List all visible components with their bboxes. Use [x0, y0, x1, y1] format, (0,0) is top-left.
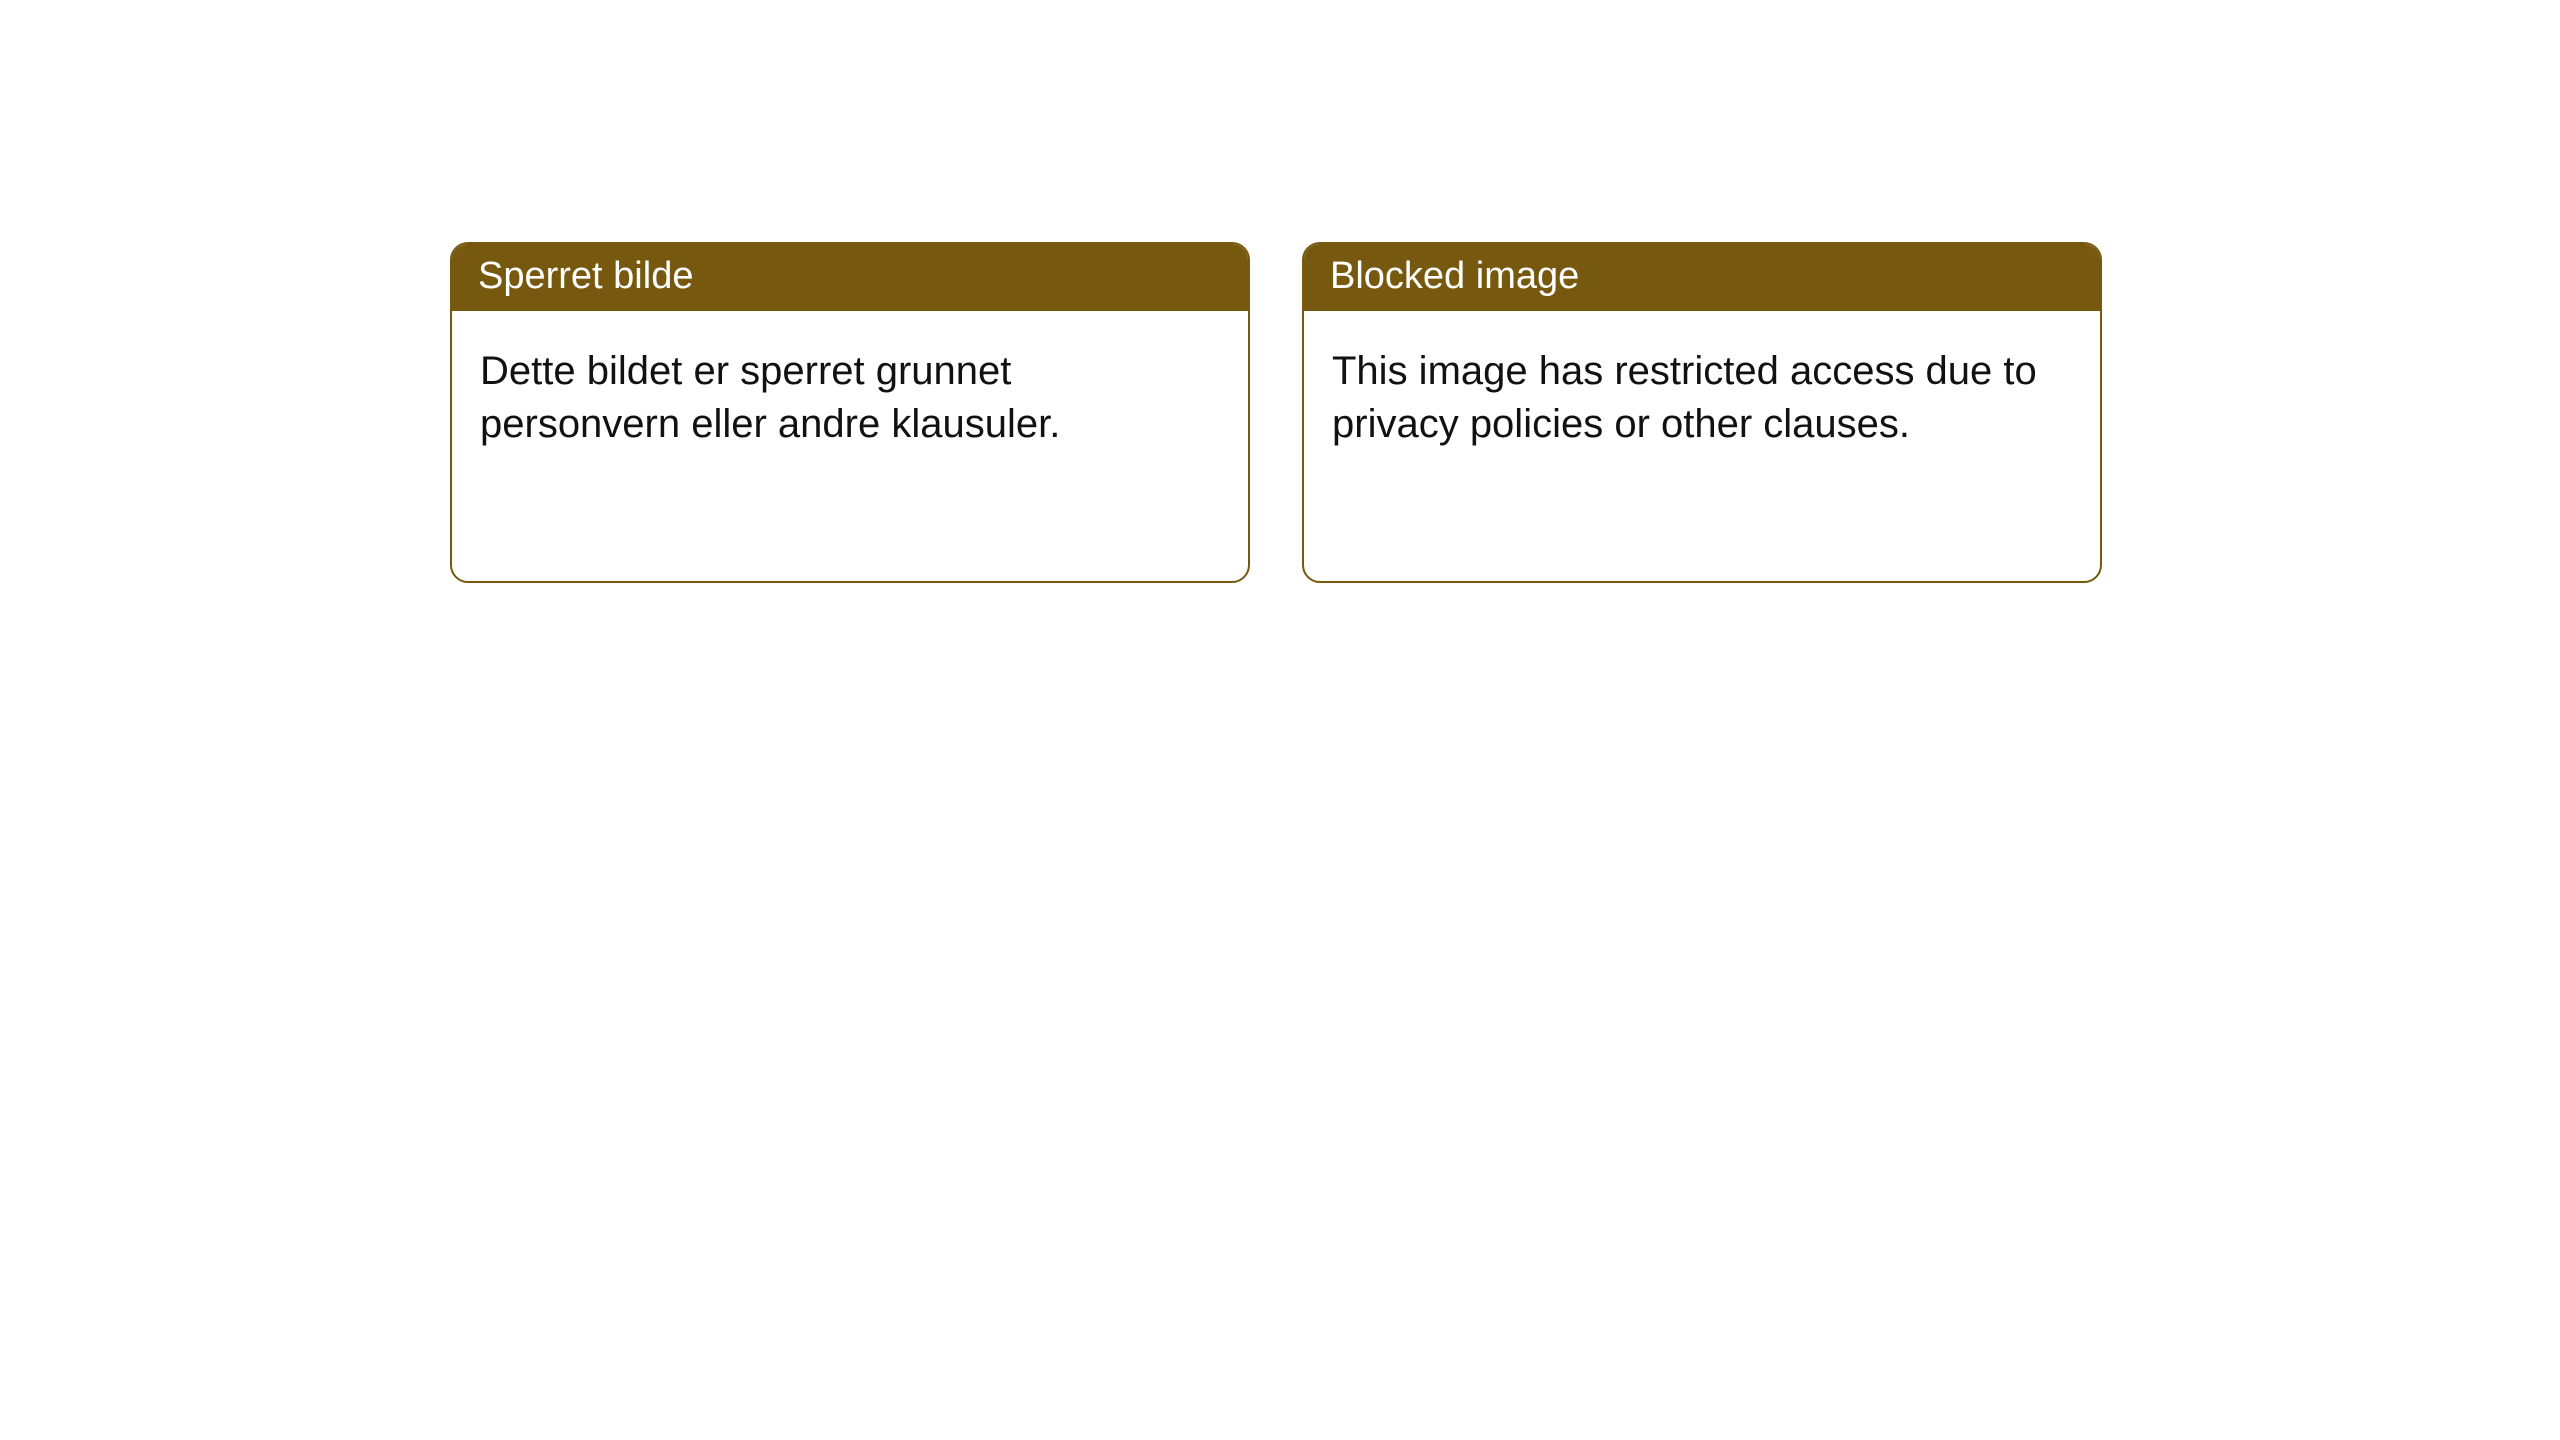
notice-container: Sperret bilde Dette bildet er sperret gr…: [0, 0, 2560, 583]
notice-card-norwegian: Sperret bilde Dette bildet er sperret gr…: [450, 242, 1250, 583]
notice-body-norwegian: Dette bildet er sperret grunnet personve…: [452, 311, 1248, 581]
notice-body-english: This image has restricted access due to …: [1304, 311, 2100, 581]
notice-header-norwegian: Sperret bilde: [452, 244, 1248, 311]
notice-card-english: Blocked image This image has restricted …: [1302, 242, 2102, 583]
notice-header-english: Blocked image: [1304, 244, 2100, 311]
